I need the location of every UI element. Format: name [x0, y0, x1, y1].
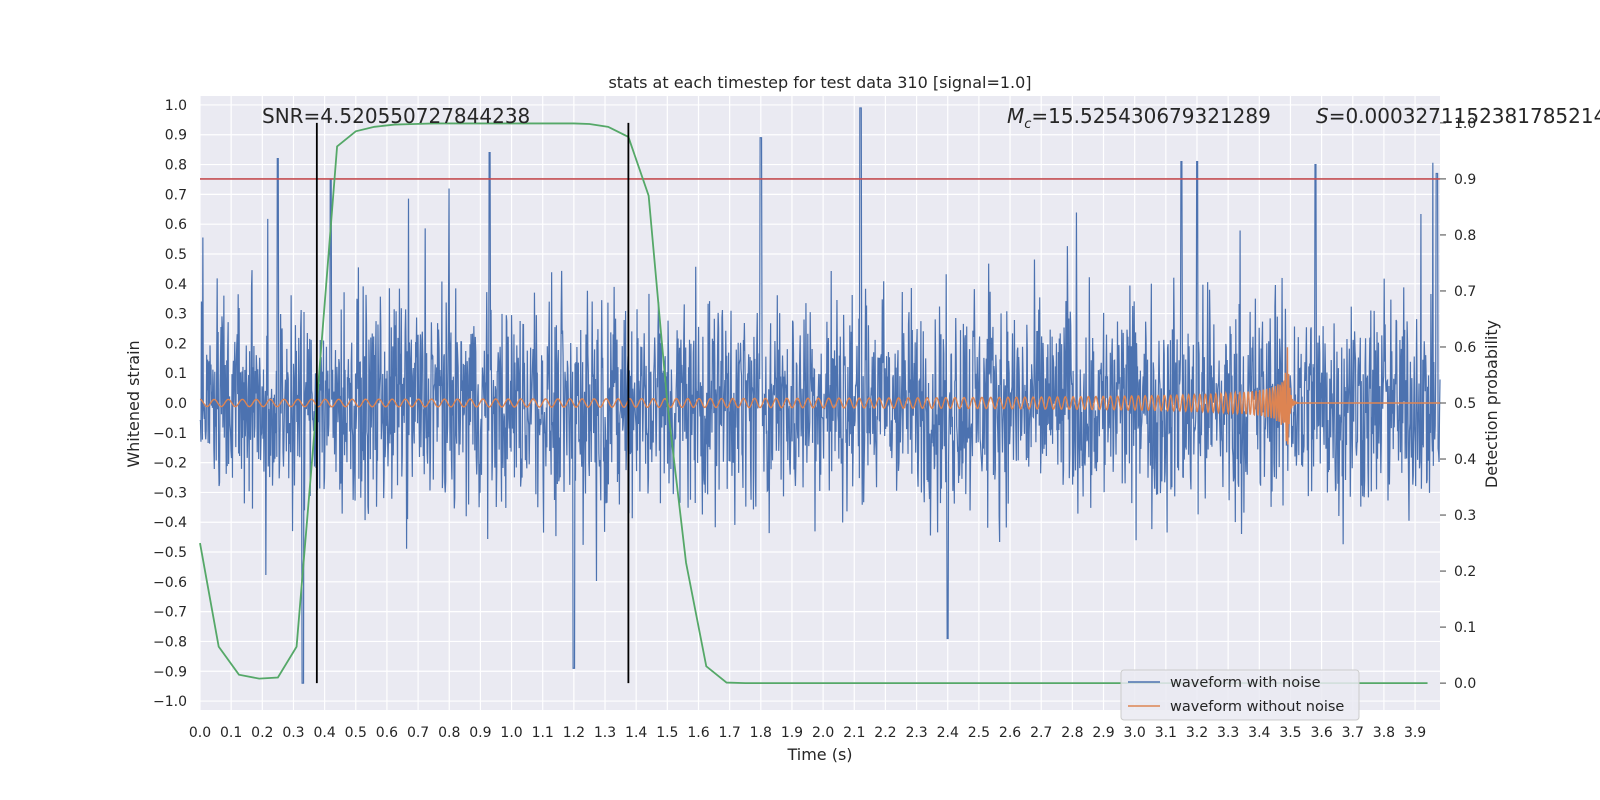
- noise-waveform-line: [199, 107, 1441, 684]
- y-tick-label: 0.3: [165, 307, 187, 323]
- tick-labels: 0.0 0.1 0.2 0.3 0.4 0.5 0.6 0.7 0.8 0.9 1.0 1.1 1.2 1…: [153, 98, 1476, 741]
- x-tick-label: 2.3: [905, 725, 927, 741]
- x-tick-label: 2.1: [843, 725, 865, 741]
- s-value: =0.0003271152381785214: [1329, 104, 1600, 128]
- y2-tick-label: 0.6: [1454, 340, 1476, 356]
- y2-tick-label: 0.5: [1454, 396, 1476, 412]
- y-tick-label: −0.5: [153, 545, 187, 561]
- x-tick-label: 0.9: [469, 725, 491, 741]
- x-tick-label: 1.0: [500, 725, 522, 741]
- chirp-mass-subscript: c: [1024, 117, 1031, 132]
- snr-annotation: SNR=4.520550727844238: [262, 104, 530, 128]
- legend-label-clean: waveform without noise: [1170, 699, 1344, 715]
- chirp-mass-annotation: Mc=15.525430679321289: [1007, 104, 1271, 132]
- x-tick-label: 1.3: [594, 725, 616, 741]
- y-tick-label: 0.0: [165, 396, 187, 412]
- chirp-mass-value: =15.525430679321289: [1031, 104, 1270, 128]
- y-tick-label: −0.1: [153, 426, 187, 442]
- clean-waveform-line: [199, 347, 1440, 445]
- x-tick-label: 1.6: [687, 725, 709, 741]
- x-tick-label: 3.3: [1217, 725, 1239, 741]
- x-tick-label: 0.1: [220, 725, 242, 741]
- x-tick-label: 0.6: [376, 725, 398, 741]
- y2-tick-label: 1.0: [1454, 116, 1476, 132]
- x-tick-label: 1.1: [532, 725, 554, 741]
- y2-tick-label: 0.7: [1454, 284, 1476, 300]
- legend-label-noise: waveform with noise: [1170, 675, 1321, 691]
- x-tick-label: 0.3: [282, 725, 304, 741]
- chirp-mass-symbol: M: [1007, 104, 1024, 128]
- s-symbol: S: [1316, 104, 1329, 128]
- x-tick-label: 0.7: [407, 725, 429, 741]
- y-tick-label: 0.7: [165, 187, 187, 203]
- noise-series-layer: [199, 107, 1441, 684]
- x-tick-label: 0.5: [345, 725, 367, 741]
- y-tick-label: −0.6: [153, 575, 187, 591]
- x-tick-label: 2.4: [937, 725, 959, 741]
- x-tick-label: 0.2: [251, 725, 273, 741]
- x-tick-label: 3.6: [1310, 725, 1332, 741]
- legend: waveform with noise waveform without noi…: [1120, 669, 1360, 721]
- x-tick-label: 3.1: [1155, 725, 1177, 741]
- y2-tick-label: 0.1: [1454, 620, 1476, 636]
- x-tick-label: 2.5: [968, 725, 990, 741]
- y-tick-label: 0.6: [165, 217, 187, 233]
- y-tick-label: −0.2: [153, 456, 187, 472]
- x-tick-label: 3.5: [1279, 725, 1301, 741]
- y2-tick-label: 0.3: [1454, 508, 1476, 524]
- y-tick-label: 0.9: [165, 128, 187, 144]
- x-tick-label: 2.0: [812, 725, 834, 741]
- y-tick-label: −0.3: [153, 485, 187, 501]
- x-tick-label: 2.7: [1030, 725, 1052, 741]
- y-tick-label: 0.5: [165, 247, 187, 263]
- x-tick-label: 3.9: [1404, 725, 1426, 741]
- probability-series-layer: [199, 122, 1428, 685]
- x-tick-label: 2.9: [1092, 725, 1114, 741]
- x-tick-label: 1.5: [656, 725, 678, 741]
- x-tick-label: 1.8: [750, 725, 772, 741]
- vertical-lines-layer: [315, 122, 630, 684]
- x-tick-label: 3.0: [1124, 725, 1146, 741]
- x-tick-label: 1.2: [563, 725, 585, 741]
- y2-tick-label: 0.2: [1454, 564, 1476, 580]
- y-tick-label: 0.4: [165, 277, 187, 293]
- y-tick-label: 0.8: [165, 158, 187, 174]
- x-tick-label: 2.6: [999, 725, 1021, 741]
- probability-line: [199, 122, 1428, 685]
- y2-tick-label: 0.4: [1454, 452, 1476, 468]
- y-axis-label: Whitened strain: [124, 340, 143, 467]
- y2-tick-label: 0.0: [1454, 676, 1476, 692]
- y-tick-label: 1.0: [165, 98, 187, 114]
- x-tick-label: 1.9: [781, 725, 803, 741]
- x-tick-label: 3.8: [1373, 725, 1395, 741]
- x-tick-label: 3.7: [1342, 725, 1364, 741]
- x-tick-label: 3.4: [1248, 725, 1270, 741]
- x-tick-label: 1.7: [719, 725, 741, 741]
- x-tick-label: 2.8: [1061, 725, 1083, 741]
- y-tick-label: −0.9: [153, 664, 187, 680]
- legend-box: [1120, 669, 1360, 721]
- y-tick-label: 0.2: [165, 336, 187, 352]
- y2-axis-label: Detection probability: [1482, 320, 1501, 488]
- y-tick-label: −0.7: [153, 605, 187, 621]
- y-tick-label: −1.0: [153, 694, 187, 710]
- y2-tick-label: 0.8: [1454, 228, 1476, 244]
- y-tick-label: −0.8: [153, 634, 187, 650]
- x-axis-label: Time (s): [786, 745, 852, 764]
- x-tick-label: 0.8: [438, 725, 460, 741]
- y-tick-label: −0.4: [153, 515, 187, 531]
- x-tick-label: 0.4: [313, 725, 335, 741]
- y-tick-label: 0.1: [165, 366, 187, 382]
- x-tick-label: 0.0: [189, 725, 211, 741]
- chart-title: stats at each timestep for test data 310…: [608, 73, 1031, 92]
- s-annotation: S=0.0003271152381785214: [1316, 104, 1600, 128]
- x-tick-label: 2.2: [874, 725, 896, 741]
- x-tick-label: 3.2: [1186, 725, 1208, 741]
- x-tick-label: 1.4: [625, 725, 647, 741]
- clean-series-layer: [199, 347, 1440, 445]
- y2-tick-label: 0.9: [1454, 172, 1476, 188]
